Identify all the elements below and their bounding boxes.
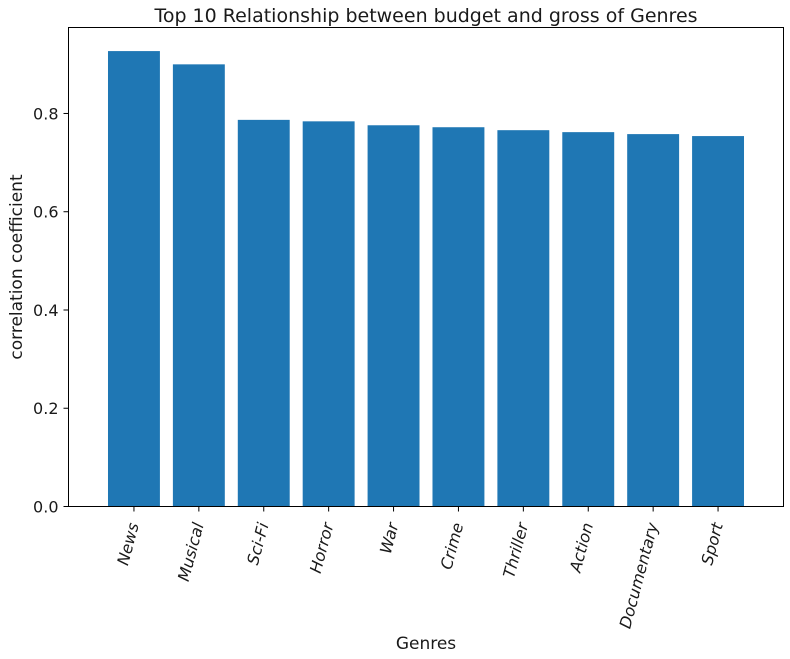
bar-news: [107, 51, 160, 507]
x-tick-label: Documentary: [616, 520, 663, 630]
x-tick-label: Sport: [697, 520, 727, 567]
plot-frame: [68, 27, 784, 507]
x-tick-label: Sci-Fi: [243, 520, 273, 567]
bar-crime: [432, 127, 485, 507]
x-axis: News Musical Sci-Fi Horror War Crime Thriller A…: [113, 506, 727, 631]
x-tick-label: Crime: [437, 520, 468, 571]
bar-action: [562, 132, 615, 507]
x-tick-label: Thriller: [499, 519, 532, 580]
bar-documentary: [627, 134, 680, 507]
x-tick-label: Musical: [174, 520, 208, 583]
bar-thriller: [497, 130, 550, 507]
y-tick-label: 0.8: [33, 104, 58, 123]
bar-war: [367, 125, 420, 507]
bar-sport: [692, 136, 745, 507]
bars-group: [107, 51, 745, 507]
y-tick-label: 0.2: [33, 399, 58, 418]
y-tick-label: 0.4: [33, 301, 58, 320]
y-tick-label: 0.0: [33, 498, 58, 517]
bar-sci-fi: [237, 119, 290, 507]
y-tick-label: 0.6: [33, 203, 58, 222]
bar-musical: [172, 64, 225, 507]
x-tick-label: Horror: [306, 519, 338, 575]
x-tick-label: News: [113, 521, 143, 568]
chart-title: Top 10 Relationship between budget and g…: [153, 5, 697, 27]
bar-horror: [302, 121, 355, 507]
x-axis-label: Genres: [396, 634, 456, 654]
y-axis: 0.0 0.2 0.4 0.6 0.8: [33, 104, 69, 517]
x-tick-label: War: [376, 519, 403, 556]
y-axis-label: correlation coefficient: [7, 174, 27, 360]
x-tick-label: Action: [565, 521, 597, 576]
